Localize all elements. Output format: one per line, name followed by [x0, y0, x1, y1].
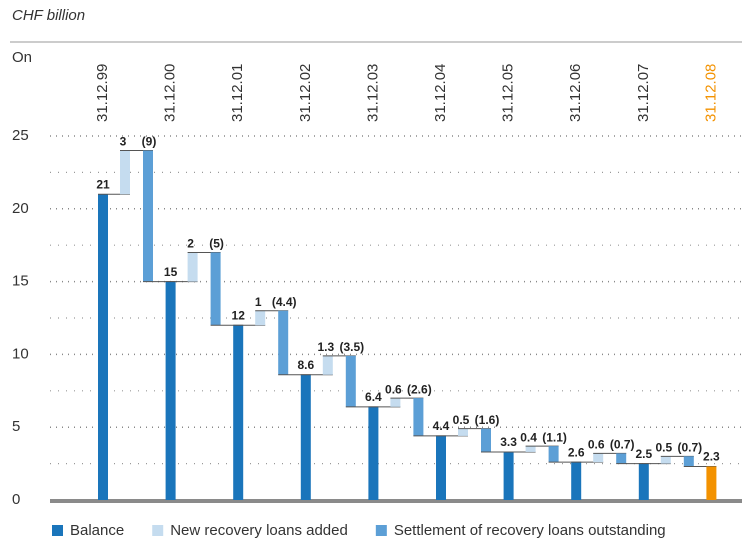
- value-label: 2.3: [703, 450, 720, 464]
- balance-bar: [98, 194, 108, 501]
- settlement-bar: [683, 456, 694, 467]
- value-label: (1.6): [475, 413, 500, 427]
- value-label: (0.7): [610, 438, 635, 452]
- settlement-bar: [210, 252, 221, 326]
- balance-bar: [503, 451, 514, 500]
- x-tick-label: 31.12.08: [702, 64, 719, 122]
- value-label: 8.6: [297, 358, 314, 372]
- balance-bar: [165, 281, 176, 500]
- x-tick-label: 31.12.07: [635, 64, 652, 122]
- y-tick-label: 15: [12, 273, 29, 290]
- balance-bar: [368, 406, 379, 500]
- legend-swatch: [152, 525, 164, 536]
- x-tick-label: 31.12.04: [432, 64, 449, 122]
- settlement-bar: [278, 310, 289, 375]
- settlement-bar: [143, 150, 153, 282]
- balance-bar: [706, 466, 717, 500]
- unit-label: CHF billion: [12, 7, 85, 24]
- value-label: 12: [232, 308, 246, 322]
- value-label: 3.3: [500, 435, 517, 449]
- balance-bar: [233, 325, 244, 500]
- balance-bar: [436, 435, 446, 500]
- settlement-bar: [345, 355, 356, 407]
- value-label: (4.4): [272, 295, 297, 309]
- value-label: 2.6: [568, 445, 585, 459]
- value-label: 2.5: [635, 447, 652, 461]
- value-label: (5): [209, 237, 224, 251]
- added-bar: [593, 453, 604, 463]
- value-label: 0.5: [655, 440, 672, 454]
- legend-label: Settlement of recovery loans outstanding: [394, 522, 666, 539]
- y-tick-label: 25: [12, 127, 29, 144]
- x-tick-label: 31.12.05: [500, 64, 517, 122]
- x-tick-label: 31.12.02: [297, 64, 314, 122]
- legend-label: New recovery loans added: [170, 522, 348, 539]
- added-bar: [458, 428, 468, 436]
- value-label: (2.6): [407, 382, 432, 396]
- value-label: 3: [120, 135, 127, 149]
- y-tick-label: 5: [12, 418, 20, 435]
- settlement-bar: [616, 453, 627, 464]
- value-label: 4.4: [433, 419, 450, 433]
- settlement-bar: [548, 446, 559, 463]
- value-label: 2: [187, 237, 194, 251]
- settlement-bar: [481, 428, 491, 452]
- balance-bar: [638, 463, 649, 500]
- value-label: 0.6: [588, 438, 605, 452]
- value-label: (1.1): [542, 430, 567, 444]
- x-tick-label: 31.12.01: [229, 64, 246, 122]
- added-bar: [187, 252, 198, 282]
- y-tick-label: 20: [12, 200, 29, 217]
- x-tick-label: 31.12.00: [162, 64, 179, 122]
- value-label: 0.4: [520, 430, 537, 444]
- added-bar: [525, 446, 536, 452]
- legend-label: Balance: [70, 522, 124, 539]
- value-label: 1: [255, 295, 262, 309]
- value-label: (3.5): [339, 340, 364, 354]
- legend-swatch: [375, 525, 387, 536]
- y-tick-label: 10: [12, 345, 29, 362]
- added-bar: [660, 456, 671, 464]
- added-bar: [255, 310, 266, 326]
- value-label: (0.7): [677, 440, 702, 454]
- x-tick-label: 31.12.99: [94, 64, 111, 122]
- value-label: 1.3: [317, 340, 334, 354]
- value-label: 6.4: [365, 390, 382, 404]
- value-label: 21: [96, 177, 110, 191]
- legend-swatch: [52, 525, 63, 536]
- value-label: 0.5: [453, 413, 470, 427]
- added-bar: [390, 398, 401, 407]
- balance-bar: [571, 462, 582, 500]
- y-tick-label: 0: [12, 491, 20, 508]
- value-label: 15: [164, 265, 178, 279]
- value-label: (9): [142, 135, 157, 149]
- x-tick-label: 31.12.06: [567, 64, 584, 122]
- axis-title: On: [12, 49, 32, 66]
- added-bar: [120, 150, 130, 195]
- value-label: 0.6: [385, 382, 402, 396]
- x-tick-label: 31.12.03: [364, 64, 381, 122]
- settlement-bar: [413, 398, 424, 436]
- balance-bar: [300, 374, 311, 500]
- added-bar: [322, 355, 333, 375]
